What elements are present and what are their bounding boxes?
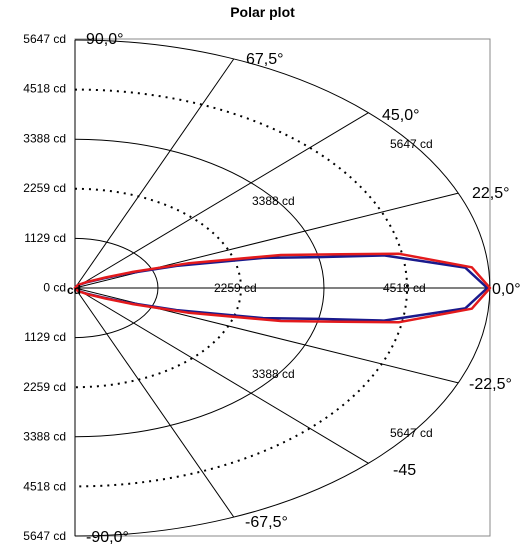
ring-label: 3388 cd [252, 194, 295, 208]
y-tick-label: 1129 cd [24, 231, 66, 245]
angle-label: 67,5° [246, 51, 284, 68]
ring-label: 5647 cd [390, 426, 433, 440]
angle-label: 0,0° [492, 281, 521, 298]
angle-label: 22,5° [472, 185, 510, 202]
angle-label: -22,5° [469, 376, 512, 393]
y-tick-label: 1129 cd [24, 330, 66, 344]
angle-label: 45,0° [382, 107, 420, 124]
angle-label: -45 [393, 462, 416, 479]
radial-ring [74, 88, 408, 488]
angle-spoke [74, 287, 235, 518]
y-tick-label: 4518 cd [23, 82, 66, 96]
y-tick-label: 2259 cd [23, 181, 66, 195]
y-tick-label: 5647 cd [23, 529, 66, 543]
chart-title: Polar plot [230, 4, 295, 20]
angle-label: -90,0° [86, 529, 129, 546]
intensity-curves [73, 252, 492, 324]
ring-label: 4518 cd [383, 281, 426, 295]
angle-labels: 90,0° 67,5° 45,0° 22,5° 0,0° -22,5° -45 -67,5° -… [86, 31, 521, 546]
y-tick-label: 0 cd [43, 281, 66, 295]
y-tick-label: 3388 cd [23, 131, 66, 145]
angle-label: 90,0° [86, 31, 124, 48]
y-tick-label: 5647 cd [23, 32, 66, 46]
y-tick-label: 3388 cd [23, 430, 66, 444]
angle-spoke [74, 112, 369, 289]
ring-labels: 2259 cd 3388 cd 4518 cd 5647 cd 3388 cd 5647 … [67, 137, 433, 440]
origin-label: cd [67, 283, 81, 297]
angle-spoke [74, 58, 235, 289]
y-tick-labels: 5647 cd 4518 cd 3388 cd 2259 cd 1129 cd 0 cd 1… [23, 32, 66, 543]
y-tick-label: 2259 cd [23, 380, 66, 394]
angle-label: -67,5° [245, 514, 288, 531]
y-tick-label: 4518 cd [23, 479, 66, 493]
angle-spokes [74, 40, 490, 536]
intensity-curve [73, 252, 492, 324]
ring-label: 2259 cd [214, 281, 257, 295]
angle-spoke [74, 287, 369, 464]
ring-label: 5647 cd [390, 137, 433, 151]
ring-label: 3388 cd [252, 367, 295, 381]
